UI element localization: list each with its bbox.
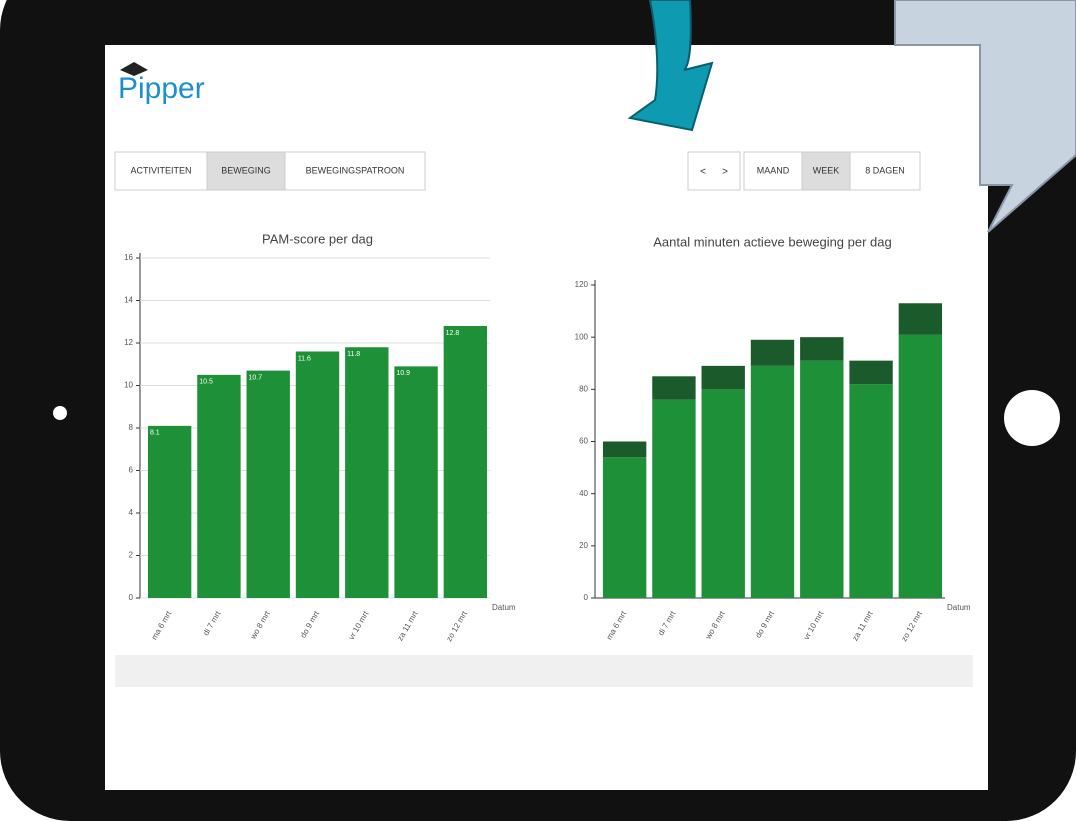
nav-arrow[interactable]: > xyxy=(722,167,728,178)
bar-segment xyxy=(603,442,646,458)
bar-segment xyxy=(800,361,843,598)
y-tick-label: 60 xyxy=(579,437,588,446)
x-axis-label: Datum xyxy=(947,603,971,612)
y-tick-label: 20 xyxy=(579,541,588,550)
y-tick-label: 10 xyxy=(124,381,133,390)
y-tick-label: 6 xyxy=(129,466,134,475)
period-label: WEEK xyxy=(813,165,840,175)
y-tick-label: 2 xyxy=(129,551,134,560)
y-tick-label: 80 xyxy=(579,384,588,393)
value-label: 12.8 xyxy=(446,330,460,337)
y-tick-label: 8 xyxy=(129,423,134,432)
bar xyxy=(345,347,388,598)
y-tick-label: 14 xyxy=(124,296,133,305)
bar xyxy=(148,426,191,598)
tab-label: BEWEGING xyxy=(221,165,271,175)
bar-segment xyxy=(702,366,745,389)
y-tick-label: 0 xyxy=(129,593,134,602)
logo: Pipper xyxy=(118,72,205,105)
y-tick-label: 16 xyxy=(124,253,133,262)
y-tick-label: 0 xyxy=(584,593,589,602)
nav-group xyxy=(688,152,740,190)
bar-segment xyxy=(849,384,892,598)
x-axis-label: Datum xyxy=(492,603,516,612)
bar-segment xyxy=(652,376,695,399)
bar xyxy=(296,352,339,599)
bar xyxy=(247,371,290,598)
chart-title: Aantal minuten actieve beweging per dag xyxy=(653,234,892,249)
value-label: 10.5 xyxy=(199,379,213,386)
bar xyxy=(444,326,487,598)
bar-segment xyxy=(800,337,843,360)
nav-arrow[interactable]: < xyxy=(700,167,706,178)
bar-segment xyxy=(751,340,794,366)
value-label: 8.1 xyxy=(150,430,160,437)
y-tick-label: 40 xyxy=(579,489,588,498)
bar-segment xyxy=(751,366,794,598)
bar xyxy=(394,366,437,598)
chart-title: PAM-score per dag xyxy=(262,231,373,246)
period-label: MAAND xyxy=(757,165,790,175)
bar-segment xyxy=(702,389,745,598)
home-button[interactable] xyxy=(1004,390,1060,446)
camera xyxy=(53,406,67,420)
tablet-scene: Pipper ACTIVITEITEN BEWEGING BEWEGINGSPATR… xyxy=(0,0,1076,821)
tab-label: BEWEGINGSPATROON xyxy=(306,165,405,175)
page: Pipper ACTIVITEITEN BEWEGING BEWEGINGSPATR… xyxy=(0,0,1076,821)
bar-segment xyxy=(899,303,942,334)
bar-segment xyxy=(652,400,695,598)
tab-label: ACTIVITEITEN xyxy=(130,165,191,175)
value-label: 11.8 xyxy=(347,351,360,358)
y-tick-label: 120 xyxy=(575,280,589,289)
value-label: 11.6 xyxy=(298,355,311,362)
bar-segment xyxy=(603,457,646,598)
value-label: 10.7 xyxy=(249,374,263,381)
bar-segment xyxy=(899,335,942,598)
y-tick-label: 12 xyxy=(124,338,133,347)
bar-segment xyxy=(849,361,892,384)
y-tick-label: 100 xyxy=(575,332,589,341)
footer-shade xyxy=(115,655,973,687)
period-label: 8 DAGEN xyxy=(865,165,905,175)
bar xyxy=(197,375,240,598)
value-label: 10.9 xyxy=(396,370,410,377)
y-tick-label: 4 xyxy=(129,508,134,517)
